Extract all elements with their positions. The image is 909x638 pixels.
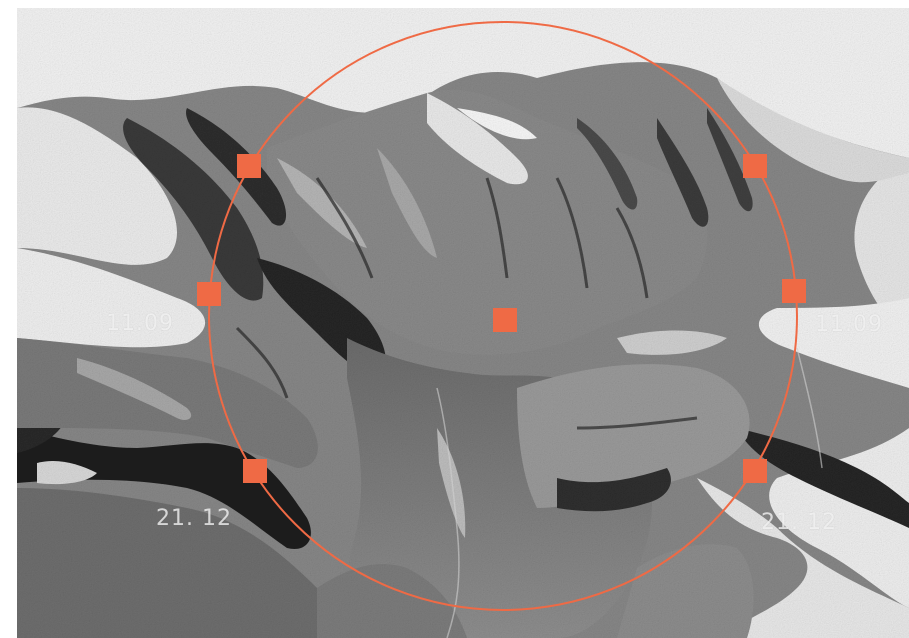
aerial-terrain-image[interactable] — [17, 8, 909, 638]
selection-circle[interactable] — [208, 21, 798, 611]
resize-handle-right[interactable] — [782, 279, 806, 303]
move-handle-center[interactable] — [493, 308, 517, 332]
resize-handle-bottom-left[interactable] — [243, 459, 267, 483]
terrain-render — [17, 8, 909, 638]
resize-handle-left[interactable] — [197, 282, 221, 306]
resize-handle-bottom-right[interactable] — [743, 459, 767, 483]
resize-handle-top-left[interactable] — [237, 154, 261, 178]
resize-handle-top-right[interactable] — [743, 154, 767, 178]
